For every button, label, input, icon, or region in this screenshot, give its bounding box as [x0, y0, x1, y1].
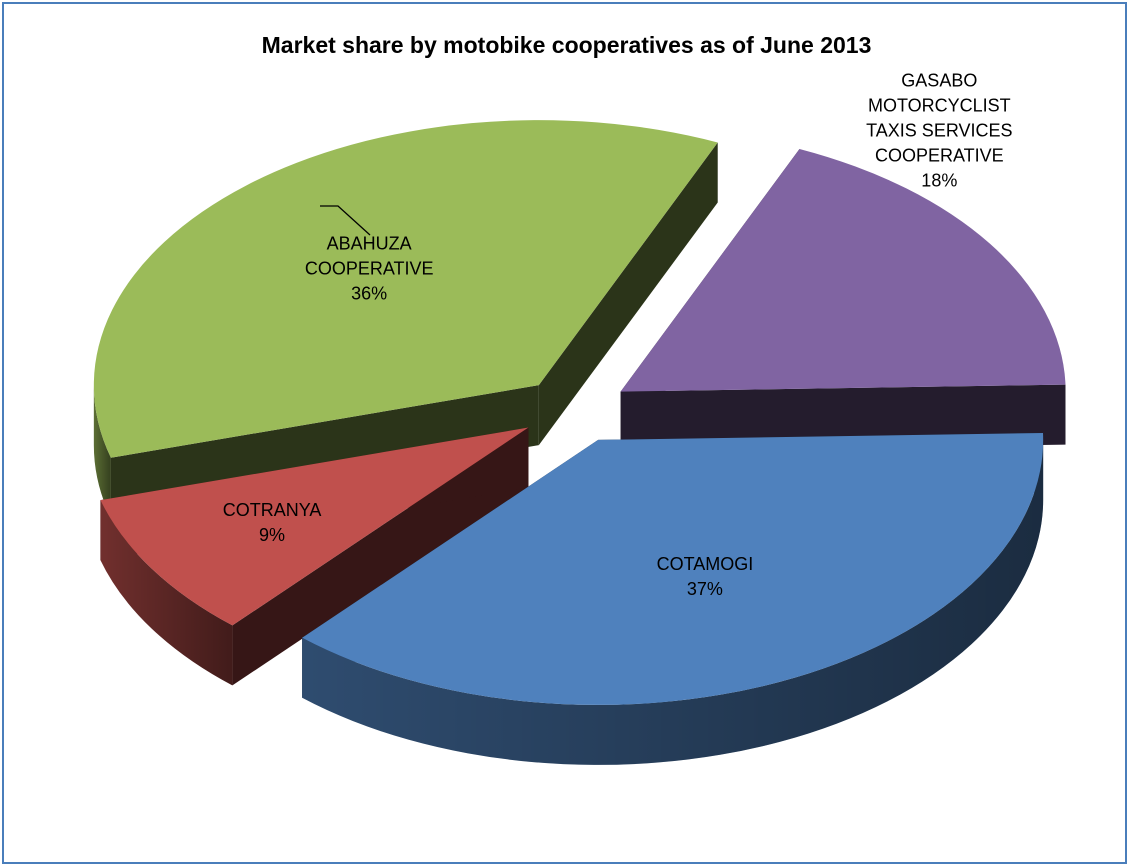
slice-label-text: COOPERATIVE — [874, 145, 1004, 166]
slice-label-text: MOTORCYCLIST — [867, 95, 1011, 116]
slice-label-text: ABAHUZA — [326, 233, 412, 254]
slice-label-text: TAXIS SERVICES — [866, 120, 1013, 141]
slice-label-3: ABAHUZA COOPERATIVE 36% — [305, 232, 434, 307]
slice-percent: 18% — [921, 170, 958, 191]
pie-slice-2 — [100, 427, 529, 686]
pie-slice-1 — [302, 432, 1044, 765]
slice-label-text: COTRANYA — [222, 500, 322, 521]
slice-percent: 9% — [259, 525, 286, 546]
slice-label-text: GASABO — [901, 70, 978, 91]
chart-title: Market share by motobike cooperatives as… — [261, 32, 872, 58]
slice-label-text: COTAMOGI — [656, 553, 754, 574]
slice-label-1: COTAMOGI 37% — [657, 552, 754, 602]
slice-label-text: COOPERATIVE — [304, 258, 434, 279]
slice-percent: 36% — [351, 283, 388, 304]
slice-label-2: COTRANYA 9% — [223, 498, 322, 548]
slice-label-4: GASABO MOTORCYCLIST TAXIS SERVICES COOPERAT… — [866, 69, 1012, 194]
slice-percent: 37% — [686, 578, 723, 599]
leader-line — [320, 205, 371, 236]
